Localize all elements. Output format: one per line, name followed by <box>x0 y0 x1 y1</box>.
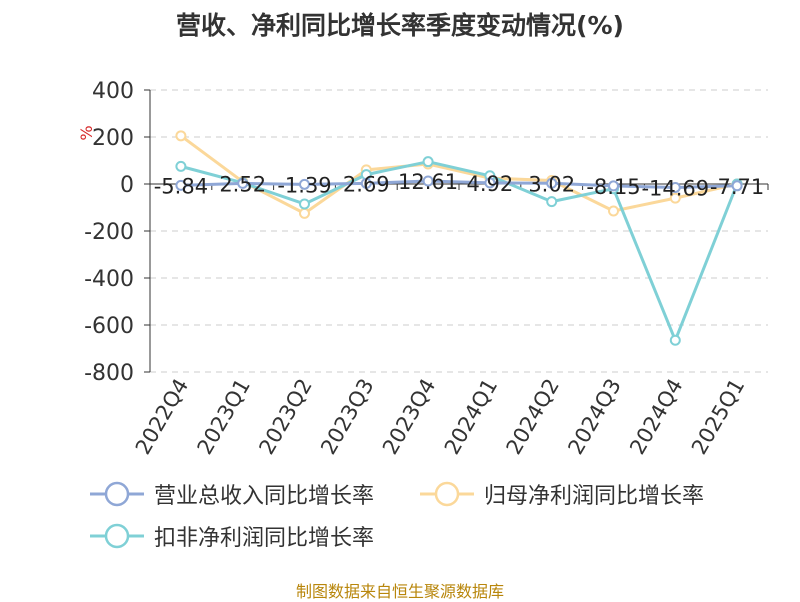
legend-label-deducted-profit: 扣非净利润同比增长率 <box>154 526 375 551</box>
legend-label-net-profit: 归母净利润同比增长率 <box>484 484 705 509</box>
data-point <box>669 334 681 346</box>
data-point <box>608 205 619 217</box>
x-tick-label: 2023Q2 <box>254 375 316 459</box>
y-tick-label: -200 <box>84 220 134 245</box>
y-tick-label: 400 <box>92 79 134 104</box>
data-label: 4.92 <box>467 172 514 196</box>
data-point <box>237 177 249 189</box>
x-tick-label: 2025Q1 <box>687 375 749 459</box>
legend-marker-net-profit <box>420 481 474 507</box>
data-point <box>299 178 310 190</box>
legend-item-net-profit[interactable]: 归母净利润同比增长率 <box>418 476 704 512</box>
y-tick-label: 0 <box>120 173 134 198</box>
data-point <box>484 177 496 189</box>
data-point <box>299 207 310 219</box>
data-point <box>669 192 681 204</box>
legend-item-deducted-profit[interactable]: 扣非净利润同比增长率 <box>88 518 374 554</box>
series-line <box>180 134 738 215</box>
data-point <box>546 177 558 189</box>
data-label: 2.69 <box>343 172 390 196</box>
data-point <box>299 198 310 210</box>
x-tick-label: 2022Q4 <box>131 375 193 459</box>
y-axis-label: % <box>77 125 96 140</box>
source-note: 制图数据来自恒生聚源数据库 <box>295 582 504 601</box>
data-label: 12.61 <box>398 170 458 194</box>
data-point <box>175 160 187 172</box>
series-lines <box>175 130 743 346</box>
y-tick-label: -400 <box>84 267 134 292</box>
series-line <box>180 160 739 342</box>
data-point <box>360 177 372 189</box>
data-point <box>175 179 187 191</box>
legend-item-revenue[interactable]: 营业总收入同比增长率 <box>88 476 374 512</box>
data-point <box>669 181 681 193</box>
data-point <box>546 196 558 208</box>
data-point <box>422 175 434 187</box>
x-tick-label: 2023Q4 <box>378 375 440 459</box>
chart-title: 营收、净利同比增长率季度变动情况(%) <box>176 11 624 40</box>
y-tick-label: -600 <box>84 314 134 339</box>
data-point <box>608 180 619 192</box>
y-tick-label: -800 <box>84 361 134 386</box>
data-point <box>175 130 187 142</box>
x-tick-label: 2024Q4 <box>625 375 687 459</box>
data-point <box>422 156 434 168</box>
data-label: -5.84 <box>154 174 208 198</box>
legend-marker-deducted-profit <box>90 523 144 549</box>
data-labels: -5.84 2.52 -1.39 2.69 12.61 4.92 3.02 -8.15 -14.… <box>154 170 765 200</box>
data-label: -1.39 <box>277 173 331 197</box>
data-label: -8.15 <box>586 175 640 199</box>
grid-lines <box>150 89 768 373</box>
data-label: 2.52 <box>219 172 266 196</box>
x-tick-label: 2023Q3 <box>316 375 378 459</box>
data-label: -7.71 <box>710 175 764 199</box>
x-tick-label: 2023Q1 <box>193 375 255 459</box>
x-tick-label: 2024Q2 <box>502 375 564 459</box>
legend-label-revenue: 营业总收入同比增长率 <box>154 484 375 509</box>
legend-marker-revenue <box>90 481 144 507</box>
data-point <box>731 180 743 192</box>
x-tick-label: 2024Q3 <box>563 375 625 459</box>
data-label: 3.02 <box>528 172 575 196</box>
x-tick-label: 2024Q1 <box>440 375 502 459</box>
data-label: -14.69 <box>641 176 709 200</box>
series-line <box>180 179 738 189</box>
y-tick-label: 200 <box>92 126 134 151</box>
